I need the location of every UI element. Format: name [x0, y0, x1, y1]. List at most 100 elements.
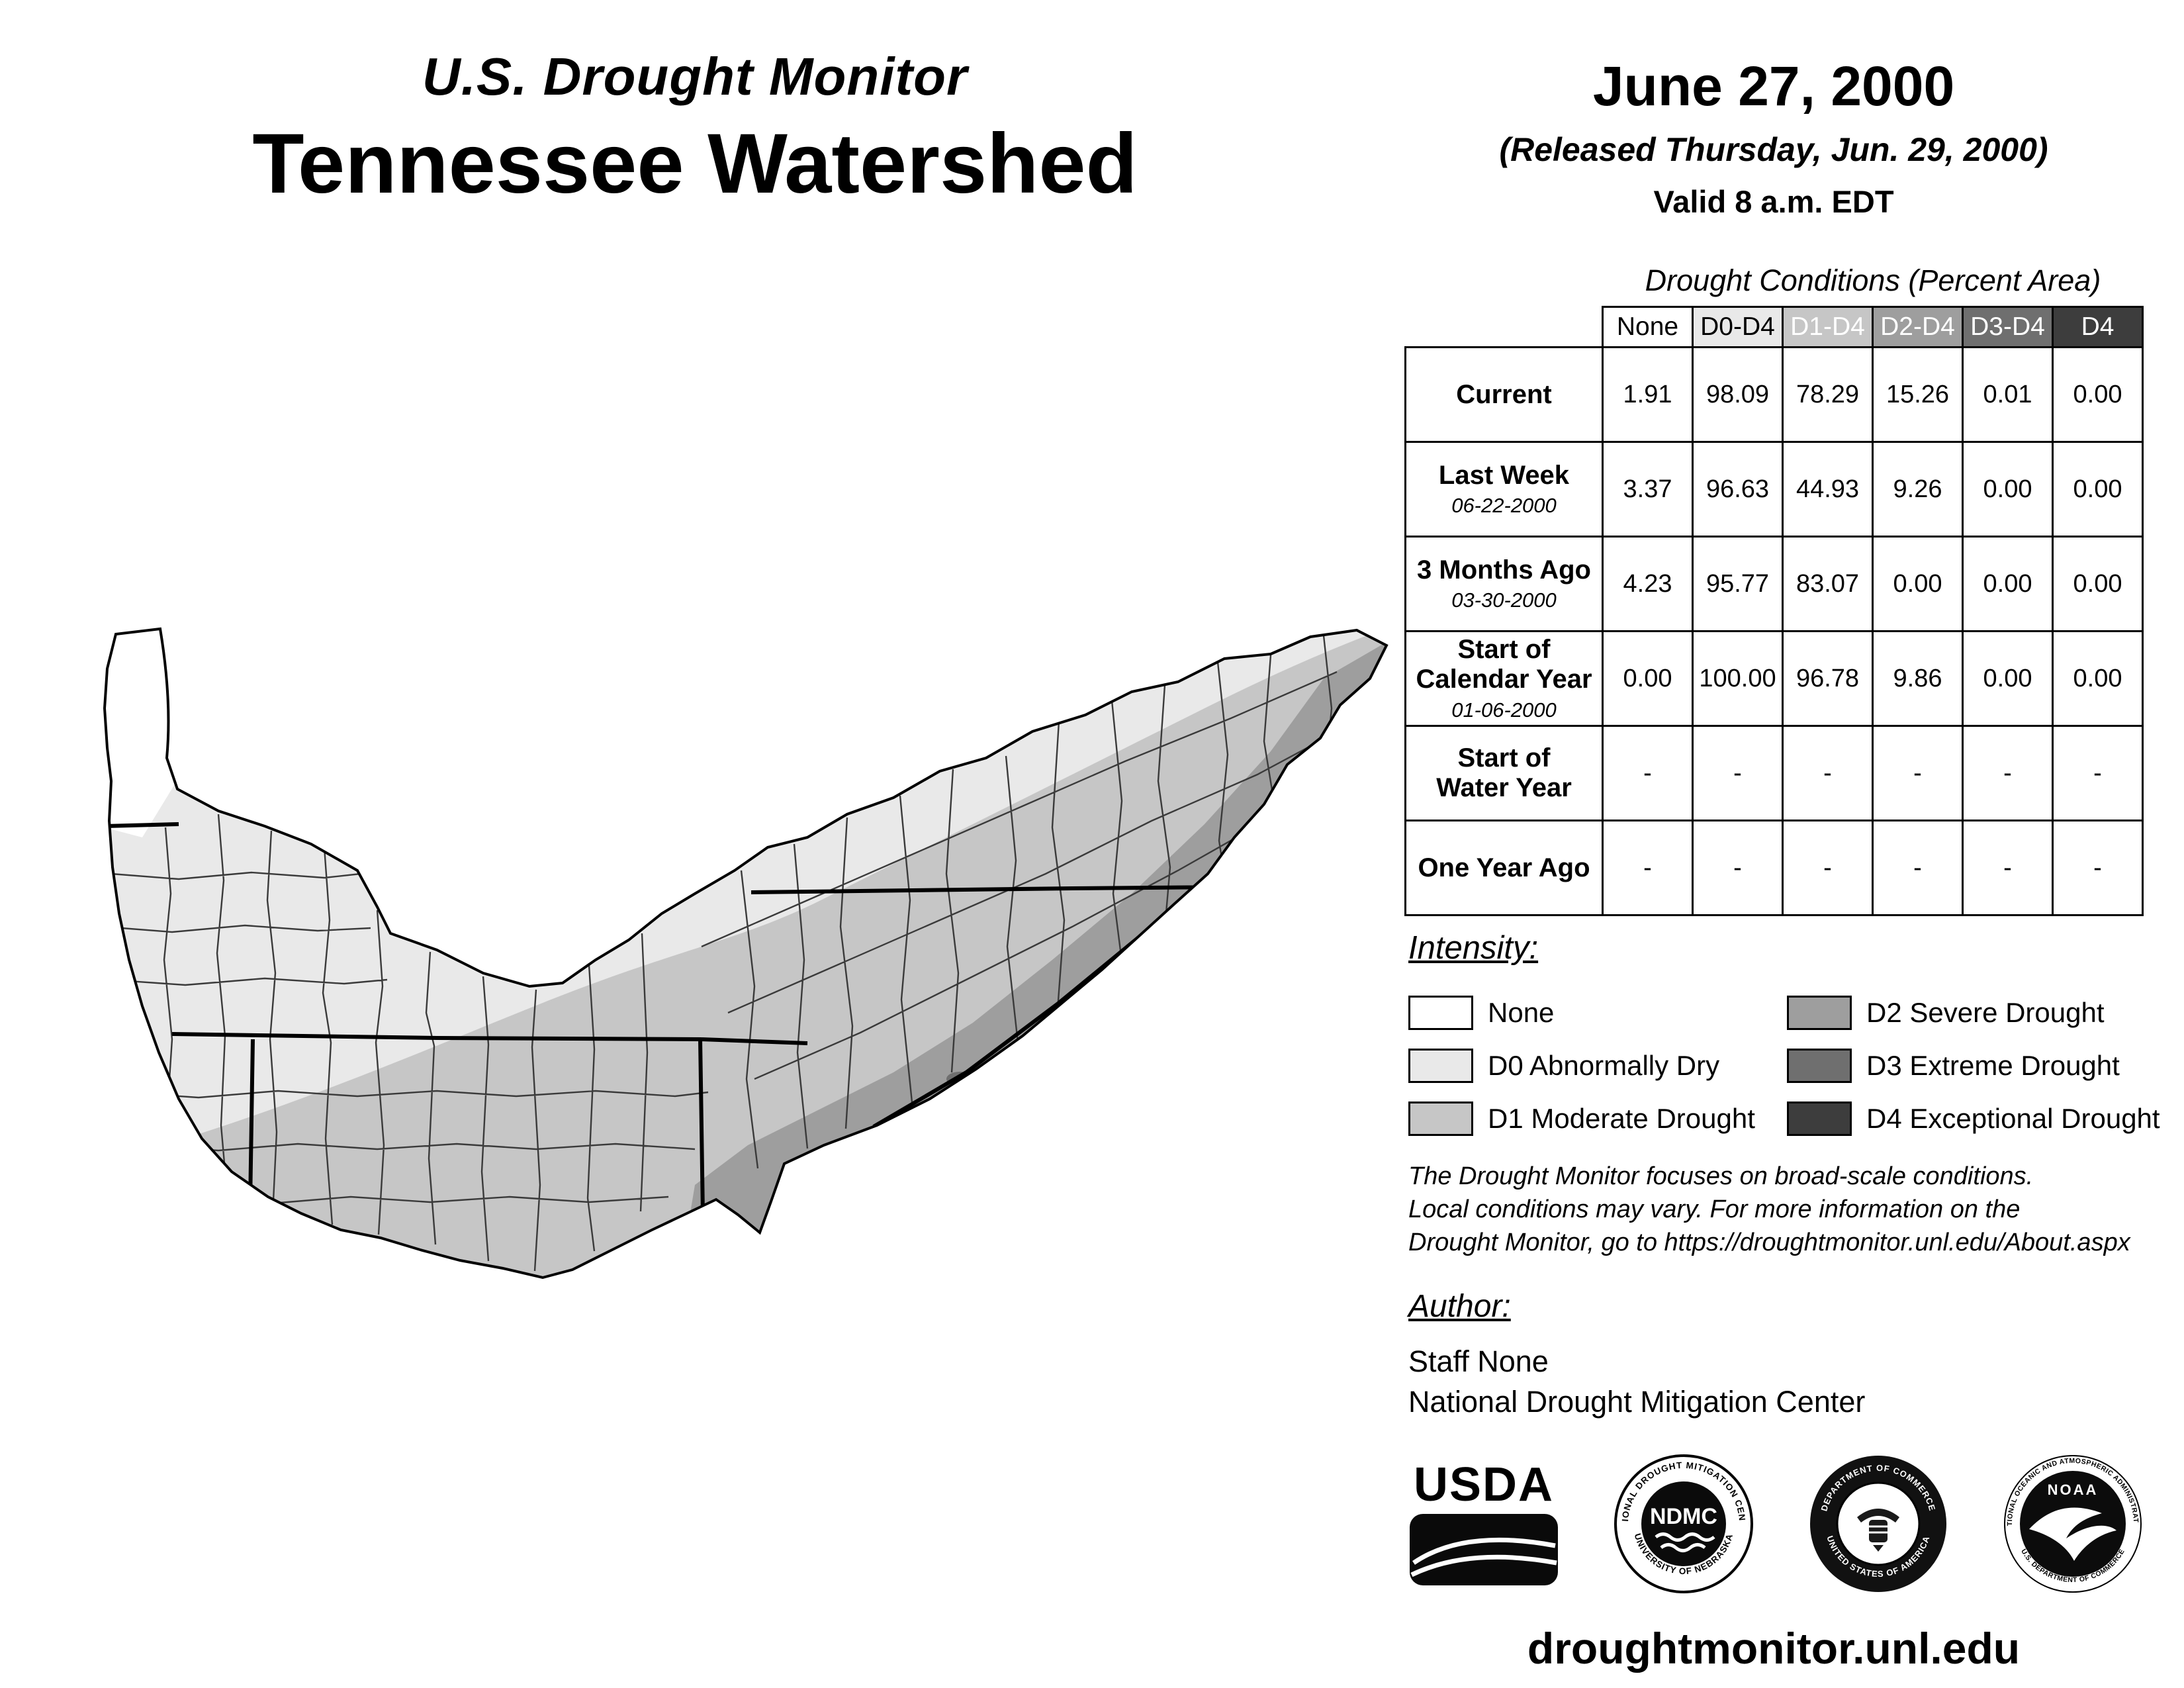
row-label: Start of Water Year [1436, 743, 1572, 802]
cell-value: 0.00 [2052, 346, 2144, 443]
table-title: Drought Conditions (Percent Area) [1645, 263, 2101, 297]
column-header-d4: D4 [2052, 306, 2144, 348]
cell-value: - [1782, 725, 1874, 821]
region-title: Tennessee Watershed [252, 117, 1138, 211]
cell-value: 0.00 [1602, 630, 1694, 727]
legend-label: D0 Abnormally Dry [1488, 1050, 1720, 1081]
cell-value: 95.77 [1692, 536, 1784, 632]
usda-logo-text: USDA [1413, 1458, 1554, 1511]
ndmc-center-text: NDMC [1650, 1504, 1717, 1529]
author-block: Author: Staff None National Drought Miti… [1408, 1288, 2136, 1423]
cell-value: 4.23 [1602, 536, 1694, 632]
column-header-d1d4: D1-D4 [1782, 306, 1874, 348]
table-row-start-water-year: Start of Water Year - - - - - - [1404, 725, 2144, 821]
cell-value: 0.00 [2052, 630, 2144, 727]
legend-grid: None D0 Abnormally Dry D1 Moderate Droug… [1408, 986, 2184, 1145]
cell-value: 83.07 [1782, 536, 1874, 632]
disclaimer: The Drought Monitor focuses on broad-sca… [1408, 1160, 2184, 1259]
watershed-outline [103, 627, 1388, 1280]
cell-value: 100.00 [1692, 630, 1784, 727]
logo-row: USDA NATIONAL DROUGHT MITIGATION CENTER … [1408, 1454, 2143, 1594]
footer-url: droughtmonitor.unl.edu [1527, 1624, 2021, 1673]
noaa-center-text: NOAA [2048, 1481, 2099, 1498]
valid-time: Valid 8 a.m. EDT [1653, 184, 1894, 219]
cell-value: 0.00 [2052, 536, 2144, 632]
ndmc-logo: NATIONAL DROUGHT MITIGATION CENTER UNIVE… [1614, 1454, 1754, 1594]
release-date: (Released Thursday, Jun. 29, 2000) [1499, 131, 2048, 168]
legend-label: D2 Severe Drought [1866, 997, 2105, 1028]
legend-swatch-d1 [1408, 1102, 1473, 1136]
cell-value: 9.86 [1872, 630, 1964, 727]
table-row-current: Current 1.91 98.09 78.29 15.26 0.01 0.00 [1404, 346, 2144, 443]
monitor-title: U.S. Drought Monitor [422, 47, 968, 106]
legend-swatch-d3 [1787, 1049, 1852, 1083]
legend-swatch-d2 [1787, 996, 1852, 1030]
drought-conditions-table: None D0-D4 D1-D4 D2-D4 D3-D4 D4 Current … [1404, 306, 2144, 916]
legend-swatch-d0 [1408, 1049, 1473, 1083]
cell-value: 0.00 [1872, 536, 1964, 632]
cell-value: - [1962, 820, 2054, 916]
cell-value: - [1872, 820, 1964, 916]
legend-swatch-none [1408, 996, 1473, 1030]
cell-value: 96.63 [1692, 441, 1784, 538]
table-corner-cell [1405, 306, 1603, 348]
legend-label: None [1488, 997, 1555, 1028]
drought-map [79, 616, 1403, 1304]
disclaimer-line: Local conditions may vary. For more info… [1408, 1196, 2021, 1224]
legend-label: D4 Exceptional Drought [1866, 1103, 2160, 1134]
table-row-start-calendar-year: Start of Calendar Year 01-06-2000 0.00 10… [1404, 630, 2144, 727]
row-label: One Year Ago [1418, 853, 1590, 882]
cell-value: 9.26 [1872, 441, 1964, 538]
noaa-logo: NATIONAL OCEANIC AND ATMOSPHERIC ADMINIS… [2003, 1454, 2143, 1594]
disclaimer-line: The Drought Monitor focuses on broad-sca… [1408, 1162, 2034, 1190]
date-block: June 27, 2000 (Released Thursday, Jun. 2… [1403, 54, 2144, 220]
table-row-one-year-ago: One Year Ago - - - - - - [1404, 820, 2144, 916]
cell-value: - [1692, 820, 1784, 916]
usda-logo: USDA [1408, 1461, 1559, 1587]
author-name: Staff None [1408, 1344, 1549, 1378]
legend-item-d2: D2 Severe Drought [1787, 996, 2184, 1030]
column-header-d2d4: D2-D4 [1872, 306, 1964, 348]
table-row-last-week: Last Week 06-22-2000 3.37 96.63 44.93 9.2… [1404, 441, 2144, 538]
column-header-none: None [1602, 306, 1694, 348]
column-header-d0d4: D0-D4 [1692, 306, 1784, 348]
county-boundaries [105, 635, 1351, 1272]
cell-value: 96.78 [1782, 630, 1874, 727]
cell-value: 44.93 [1782, 441, 1874, 538]
noaa-seal: NATIONAL OCEANIC AND ATMOSPHERIC ADMINIS… [2003, 1454, 2142, 1593]
cell-value: 98.09 [1692, 346, 1784, 443]
legend-label: D3 Extreme Drought [1866, 1050, 2120, 1081]
state-boundaries [105, 700, 1384, 1215]
usda-logo-mark [1410, 1514, 1558, 1585]
legend-swatch-d4 [1787, 1102, 1852, 1136]
row-sublabel: 03-30-2000 [1451, 588, 1557, 612]
doc-logo: DEPARTMENT OF COMMERCE UNITED STATES OF … [1808, 1454, 1948, 1594]
intensity-legend: Intensity: None D0 Abnormally Dry D1 Mod… [1408, 929, 2184, 1145]
row-label: Current [1456, 379, 1552, 409]
ndmc-seal: NATIONAL DROUGHT MITIGATION CENTER UNIVE… [1614, 1454, 1753, 1593]
row-label: Last Week [1438, 460, 1570, 490]
row-sublabel: 06-22-2000 [1451, 494, 1557, 518]
cell-value: 1.91 [1602, 346, 1694, 443]
doc-seal: DEPARTMENT OF COMMERCE UNITED STATES OF … [1810, 1456, 1946, 1592]
cell-value: - [1692, 725, 1784, 821]
cell-value: 0.00 [1962, 630, 2054, 727]
legend-title: Intensity: [1408, 930, 1539, 966]
legend-item-d4: D4 Exceptional Drought [1787, 1102, 2184, 1136]
legend-item-none: None [1408, 996, 1787, 1030]
legend-item-d3: D3 Extreme Drought [1787, 1049, 2184, 1083]
row-label: 3 Months Ago [1417, 555, 1591, 585]
cell-value: - [1962, 725, 2054, 821]
cell-value: 0.00 [1962, 441, 2054, 538]
cell-value: - [1602, 820, 1694, 916]
column-header-d3d4: D3-D4 [1962, 306, 2054, 348]
cell-value: 0.00 [1962, 536, 2054, 632]
author-organization: National Drought Mitigation Center [1408, 1384, 1866, 1419]
legend-label: D1 Moderate Drought [1488, 1103, 1755, 1134]
cell-value: - [1872, 725, 1964, 821]
cell-value: 15.26 [1872, 346, 1964, 443]
author-title: Author: [1408, 1289, 1511, 1324]
title-block: U.S. Drought Monitor Tennessee Watershed [172, 46, 1218, 212]
cell-value: - [1782, 820, 1874, 916]
